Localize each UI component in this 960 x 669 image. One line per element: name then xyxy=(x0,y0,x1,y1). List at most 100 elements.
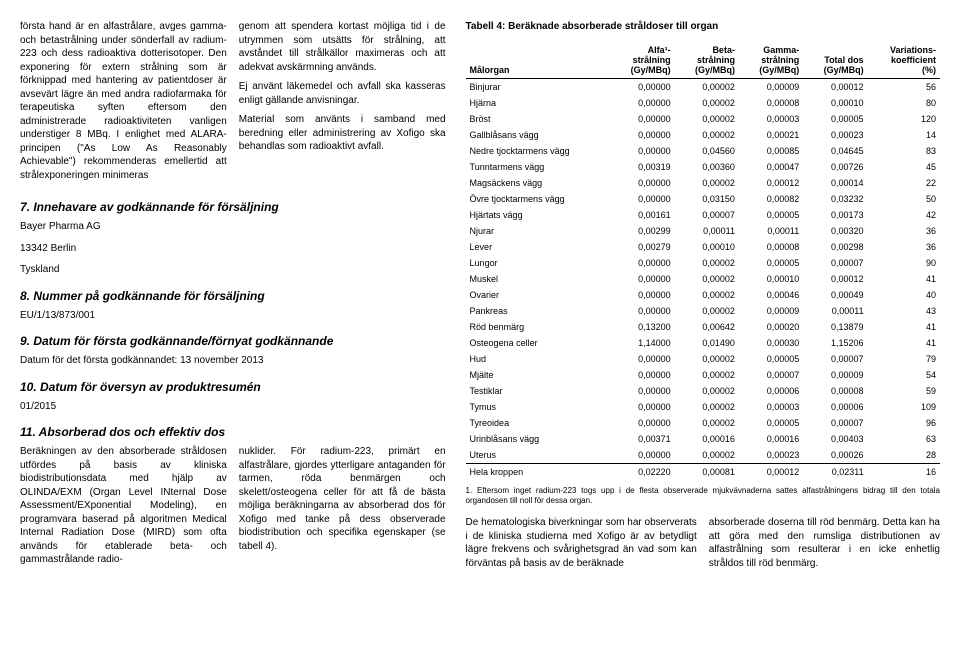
cell-organ: Tyreoidea xyxy=(466,415,611,431)
th-organ: Målorgan xyxy=(466,42,611,79)
table-row: Övre tjocktarmens vägg0,000000,031500,00… xyxy=(466,191,940,207)
cell-variation: 22 xyxy=(868,175,940,191)
cell-gamma: 0,00005 xyxy=(739,207,803,223)
cell-alpha: 0,00000 xyxy=(610,255,674,271)
cell-alpha: 0,00000 xyxy=(610,351,674,367)
section-11-heading: 11. Absorberad dos och effektiv dos xyxy=(20,425,446,439)
table-row: Nedre tjocktarmens vägg0,000000,045600,0… xyxy=(466,143,940,159)
cell-beta: 0,00007 xyxy=(675,207,739,223)
table-row: Urinblåsans vägg0,003710,000160,000160,0… xyxy=(466,431,940,447)
cell-organ: Röd benmärg xyxy=(466,319,611,335)
text-para: nuklider. För radium-223, primärt en alf… xyxy=(239,445,446,553)
cell-variation: 63 xyxy=(868,431,940,447)
cell-variation: 41 xyxy=(868,335,940,351)
cell-beta: 0,03150 xyxy=(675,191,739,207)
th-alpha: Alfa¹-strålning(Gy/MBq) xyxy=(610,42,674,79)
right-column: Tabell 4: Beräknade absorberade stråldos… xyxy=(466,20,940,576)
cell-alpha: 0,00000 xyxy=(610,95,674,111)
cell-variation: 50 xyxy=(868,191,940,207)
cell-beta: 0,00016 xyxy=(675,431,739,447)
cell-organ: Nedre tjocktarmens vägg xyxy=(466,143,611,159)
bayer-line: 13342 Berlin xyxy=(20,242,446,256)
cell-alpha: 0,00000 xyxy=(610,287,674,303)
cell-organ: Hela kroppen xyxy=(466,463,611,480)
table-footnote: 1. Eftersom inget radium-223 togs upp i … xyxy=(466,486,940,507)
cell-gamma: 0,00030 xyxy=(739,335,803,351)
cell-alpha: 0,00279 xyxy=(610,239,674,255)
cell-beta: 0,00002 xyxy=(675,383,739,399)
cell-variation: 96 xyxy=(868,415,940,431)
cell-variation: 41 xyxy=(868,319,940,335)
cell-total: 0,00049 xyxy=(803,287,867,303)
cell-organ: Tunntarmens vägg xyxy=(466,159,611,175)
cell-beta: 0,00002 xyxy=(675,303,739,319)
text-para: De hematologiska biverkningar som har ob… xyxy=(466,516,697,570)
cell-beta: 0,00002 xyxy=(675,255,739,271)
table-row: Tunntarmens vägg0,003190,003600,000470,0… xyxy=(466,159,940,175)
cell-variation: 43 xyxy=(868,303,940,319)
cell-gamma: 0,00012 xyxy=(739,175,803,191)
cell-alpha: 0,00371 xyxy=(610,431,674,447)
table-row: Bröst0,000000,000020,000030,00005120 xyxy=(466,111,940,127)
cell-total: 0,00298 xyxy=(803,239,867,255)
first-approval-date: Datum för det första godkännandet: 13 no… xyxy=(20,354,446,368)
cell-organ: Testiklar xyxy=(466,383,611,399)
table-row: Testiklar0,000000,000020,000060,0000859 xyxy=(466,383,940,399)
cell-gamma: 0,00005 xyxy=(739,351,803,367)
cell-alpha: 1,14000 xyxy=(610,335,674,351)
cell-organ: Hud xyxy=(466,351,611,367)
cell-gamma: 0,00012 xyxy=(739,463,803,480)
cell-organ: Hjärna xyxy=(466,95,611,111)
revision-date: 01/2015 xyxy=(20,400,446,414)
cell-gamma: 0,00085 xyxy=(739,143,803,159)
cell-total: 0,00012 xyxy=(803,78,867,95)
cell-alpha: 0,00299 xyxy=(610,223,674,239)
cell-alpha: 0,00000 xyxy=(610,78,674,95)
cell-organ: Gallblåsans vägg xyxy=(466,127,611,143)
cell-organ: Tymus xyxy=(466,399,611,415)
table-row: Ovarier0,000000,000020,000460,0004940 xyxy=(466,287,940,303)
table-row: Tyreoidea0,000000,000020,000050,0000796 xyxy=(466,415,940,431)
cell-total: 0,00014 xyxy=(803,175,867,191)
cell-organ: Ovarier xyxy=(466,287,611,303)
table-row: Uterus0,000000,000020,000230,0002628 xyxy=(466,447,940,464)
cell-total: 0,03232 xyxy=(803,191,867,207)
cell-organ: Hjärtats vägg xyxy=(466,207,611,223)
cell-variation: 120 xyxy=(868,111,940,127)
cell-total: 0,00010 xyxy=(803,95,867,111)
bayer-line: Tyskland xyxy=(20,263,446,277)
table-row: Hjärna0,000000,000020,000080,0001080 xyxy=(466,95,940,111)
cell-gamma: 0,00003 xyxy=(739,399,803,415)
cell-beta: 0,00002 xyxy=(675,78,739,95)
cell-gamma: 0,00006 xyxy=(739,383,803,399)
cell-beta: 0,00002 xyxy=(675,127,739,143)
cell-organ: Pankreas xyxy=(466,303,611,319)
cell-gamma: 0,00023 xyxy=(739,447,803,464)
cell-organ: Muskel xyxy=(466,271,611,287)
cell-alpha: 0,00000 xyxy=(610,191,674,207)
table-row: Magsäckens vägg0,000000,000020,000120,00… xyxy=(466,175,940,191)
cell-alpha: 0,00000 xyxy=(610,303,674,319)
cell-total: 0,00005 xyxy=(803,111,867,127)
cell-alpha: 0,00000 xyxy=(610,127,674,143)
cell-beta: 0,00081 xyxy=(675,463,739,480)
cell-total: 0,00023 xyxy=(803,127,867,143)
cell-gamma: 0,00082 xyxy=(739,191,803,207)
cell-alpha: 0,00000 xyxy=(610,399,674,415)
cell-variation: 56 xyxy=(868,78,940,95)
cell-total: 0,00726 xyxy=(803,159,867,175)
cell-gamma: 0,00021 xyxy=(739,127,803,143)
cell-beta: 0,00002 xyxy=(675,95,739,111)
cell-total: 0,00007 xyxy=(803,415,867,431)
cell-beta: 0,00002 xyxy=(675,351,739,367)
th-gamma: Gamma-strålning(Gy/MBq) xyxy=(739,42,803,79)
cell-total: 0,13879 xyxy=(803,319,867,335)
section-10-heading: 10. Datum för översyn av produktresumén xyxy=(20,380,446,394)
cell-alpha: 0,00000 xyxy=(610,447,674,464)
left-column: första hand är en alfastrålare, avges ga… xyxy=(20,20,446,576)
cell-alpha: 0,00161 xyxy=(610,207,674,223)
cell-variation: 28 xyxy=(868,447,940,464)
cell-gamma: 0,00005 xyxy=(739,255,803,271)
cell-total: 0,00007 xyxy=(803,351,867,367)
text-para: genom att spendera kortast möjliga tid i… xyxy=(239,20,446,74)
